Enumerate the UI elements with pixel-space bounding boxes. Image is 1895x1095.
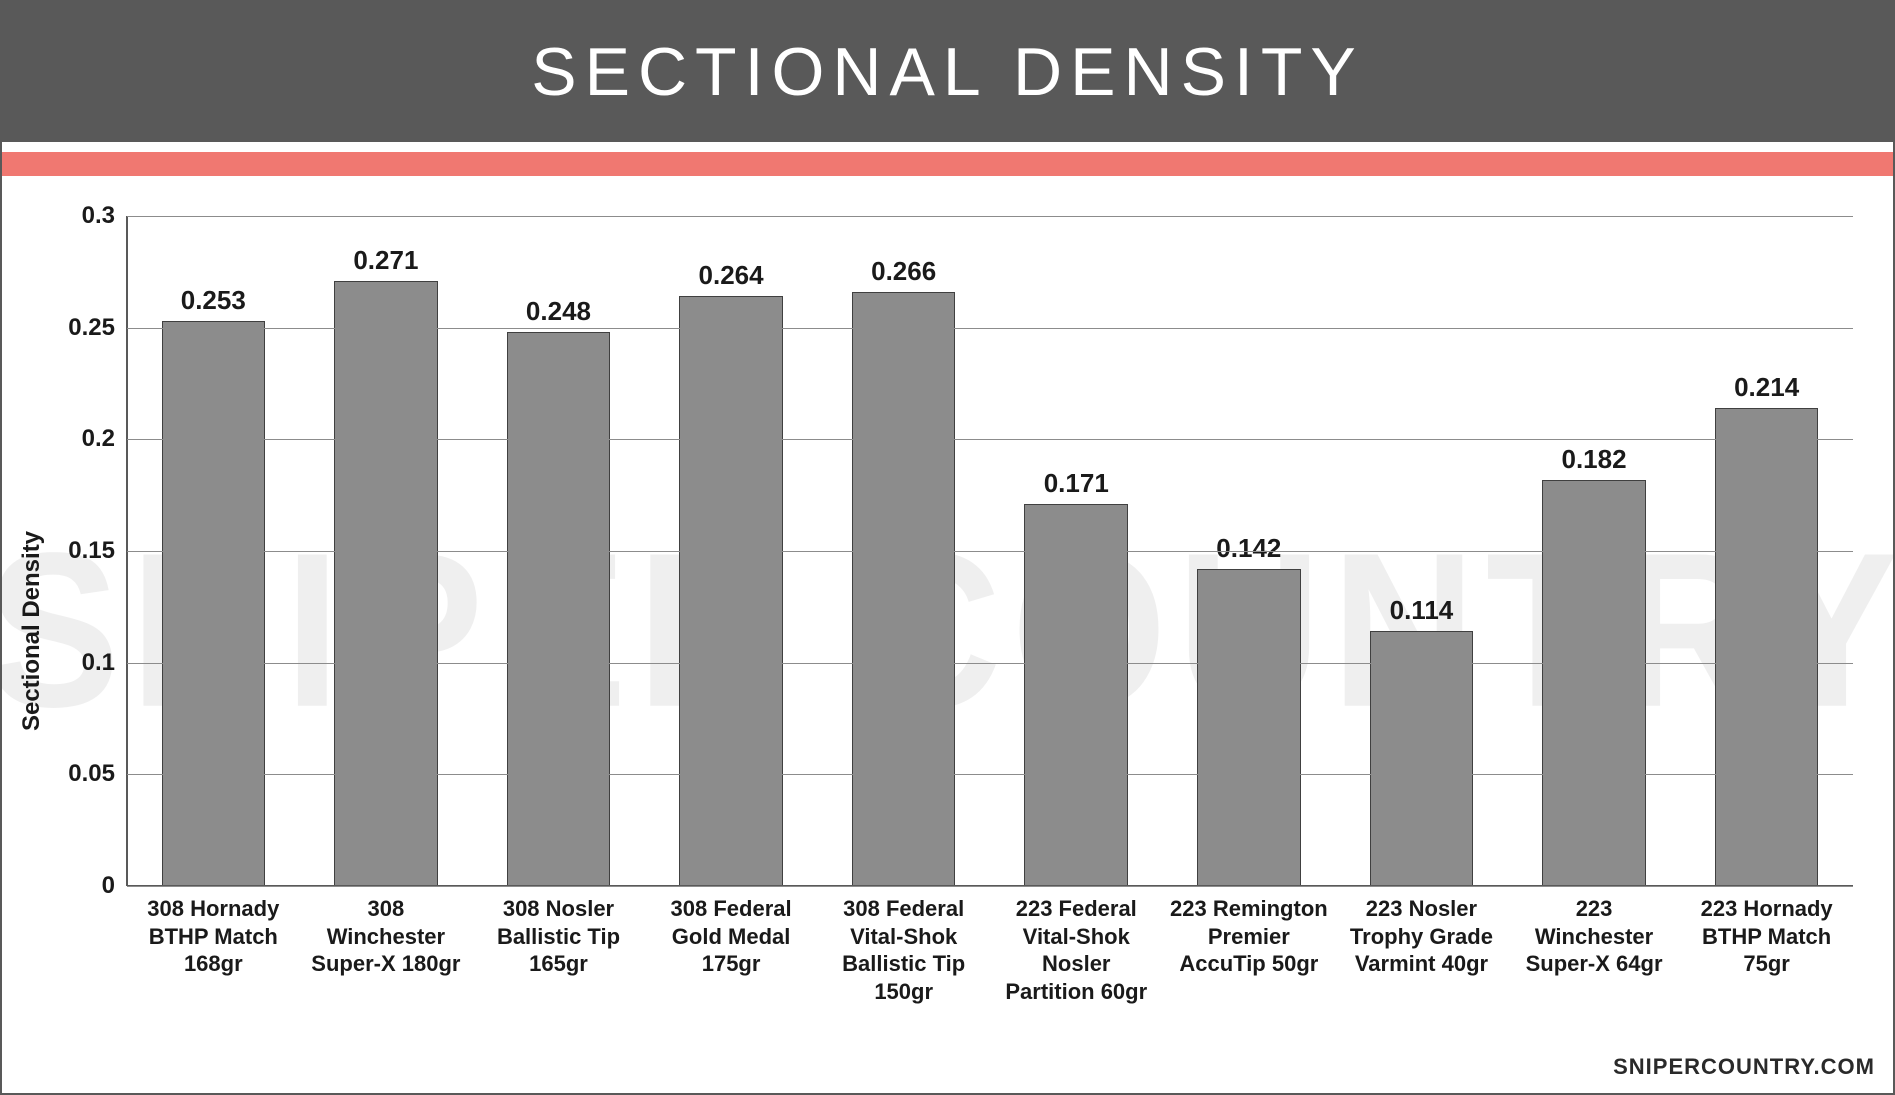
ytick-label: 0.15 [68,537,115,565]
ytick-label: 0.2 [82,425,115,453]
bar: 0.214 [1715,408,1819,886]
gridline [127,328,1853,329]
gridline [127,551,1853,552]
x-category-label: 223 Remington Premier AccuTip 50gr [1163,887,1336,1052]
bar-value-label: 0.142 [1216,533,1281,564]
bar: 0.271 [334,281,438,886]
plot-area: 0.253 0.271 0.248 0.264 0.266 0.171 0.142 0.114… [127,216,1853,886]
x-category-label: 223 Hornady BTHP Match 75gr [1680,887,1853,1052]
bar: 0.142 [1197,569,1301,886]
x-labels-row: 308 Hornady BTHP Match 168gr308 Winchest… [127,887,1853,1052]
bar-value-label: 0.271 [353,245,418,276]
x-category-label: 308 Nosler Ballistic Tip 165gr [472,887,645,1052]
bar-value-label: 0.114 [1390,595,1454,626]
ytick-label: 0.1 [82,649,115,677]
x-category-label: 308 Winchester Super-X 180gr [300,887,473,1052]
ytick-label: 0.3 [82,202,115,230]
bar-value-label: 0.182 [1561,444,1626,475]
title-bar: SECTIONAL DENSITY [2,2,1893,142]
bar-value-label: 0.253 [181,285,246,316]
accent-strip [2,152,1893,176]
x-category-label: 223 Winchester Super-X 64gr [1508,887,1681,1052]
gridline [127,663,1853,664]
x-category-label: 308 Hornady BTHP Match 168gr [127,887,300,1052]
chart-title: SECTIONAL DENSITY [531,33,1364,111]
bar: 0.264 [679,296,783,886]
gridline [127,439,1853,440]
ytick-label: 0.25 [68,314,115,342]
gridline [127,216,1853,217]
y-axis-label: Sectional Density [18,531,46,731]
chart-frame: SECTIONAL DENSITY SNIPER COUNTRY Section… [0,0,1895,1095]
bar-value-label: 0.264 [699,260,764,291]
bar: 0.253 [162,321,266,886]
ytick-label: 0 [102,872,115,900]
x-category-label: 308 Federal Vital-Shok Ballistic Tip 150… [817,887,990,1052]
x-category-label: 223 Nosler Trophy Grade Varmint 40gr [1335,887,1508,1052]
bar: 0.171 [1024,504,1128,886]
x-category-label: 308 Federal Gold Medal 175gr [645,887,818,1052]
gridline [127,774,1853,775]
bar: 0.182 [1542,480,1646,886]
bar-value-label: 0.248 [526,296,591,327]
x-category-label: 223 Federal Vital-Shok Nosler Partition … [990,887,1163,1052]
attribution-text: SNIPERCOUNTRY.COM [1613,1054,1875,1080]
bar: 0.248 [507,332,611,886]
ytick-label: 0.05 [68,760,115,788]
bar: 0.114 [1370,631,1474,886]
bar-value-label: 0.171 [1044,468,1109,499]
chart-region: SNIPER COUNTRY Sectional Density 0.2530.… [2,176,1893,1086]
bar-value-label: 0.266 [871,256,936,287]
bar: 0.266 [852,292,956,886]
bar-value-label: 0.214 [1734,372,1799,403]
